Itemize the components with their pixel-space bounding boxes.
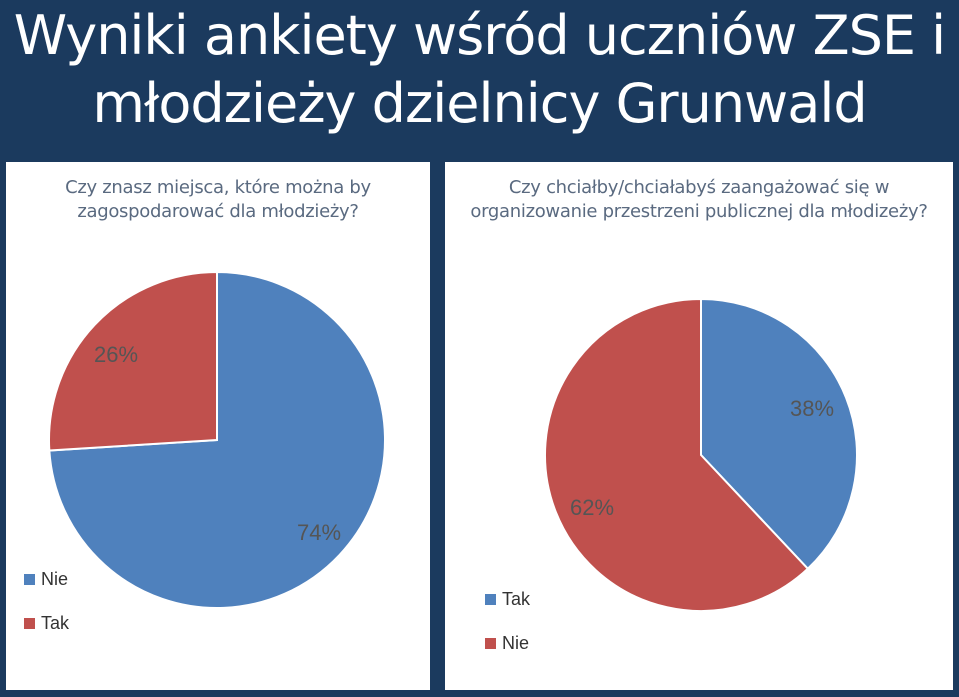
pie-chart-right: 38% 62% (544, 297, 858, 612)
legend-left: Nie Tak (24, 568, 69, 656)
chart-title-right: Czy chciałby/chciałabyś zaangażować się … (470, 177, 928, 222)
legend-item: Nie (485, 632, 530, 654)
legend-swatch (24, 573, 35, 585)
data-label-tak: 74% (297, 520, 341, 545)
legend-swatch (485, 593, 496, 605)
data-label-tak: 38% (790, 396, 834, 421)
chart-panel-left: Czy znasz miejsca, które można by zagosp… (6, 162, 430, 690)
pie-slice-nie (48, 270, 218, 452)
data-label-nie: 62% (570, 495, 614, 520)
chart-title-left: Czy znasz miejsca, które można by zagosp… (65, 177, 371, 222)
legend-label: Tak (41, 612, 70, 633)
legend-item: Tak (485, 588, 530, 610)
legend-label: Nie (502, 632, 530, 653)
pie-chart-left: 74% 26% (48, 270, 386, 609)
data-label-nie: 26% (94, 342, 138, 367)
pie-slice-nie (544, 297, 810, 612)
legend-label: Nie (41, 568, 69, 589)
legend-swatch (485, 637, 496, 649)
pie-slice-tak (700, 297, 858, 571)
legend-label: Tak (502, 588, 531, 609)
legend-right: Tak Nie (485, 588, 530, 676)
legend-item: Tak (24, 612, 69, 634)
page-title: Wyniki ankiety wśród uczniów ZSE i młodz… (13, 4, 946, 135)
legend-swatch (24, 617, 35, 629)
chart-panel-right: Czy chciałby/chciałabyś zaangażować się … (445, 162, 953, 690)
legend-item: Nie (24, 568, 69, 590)
